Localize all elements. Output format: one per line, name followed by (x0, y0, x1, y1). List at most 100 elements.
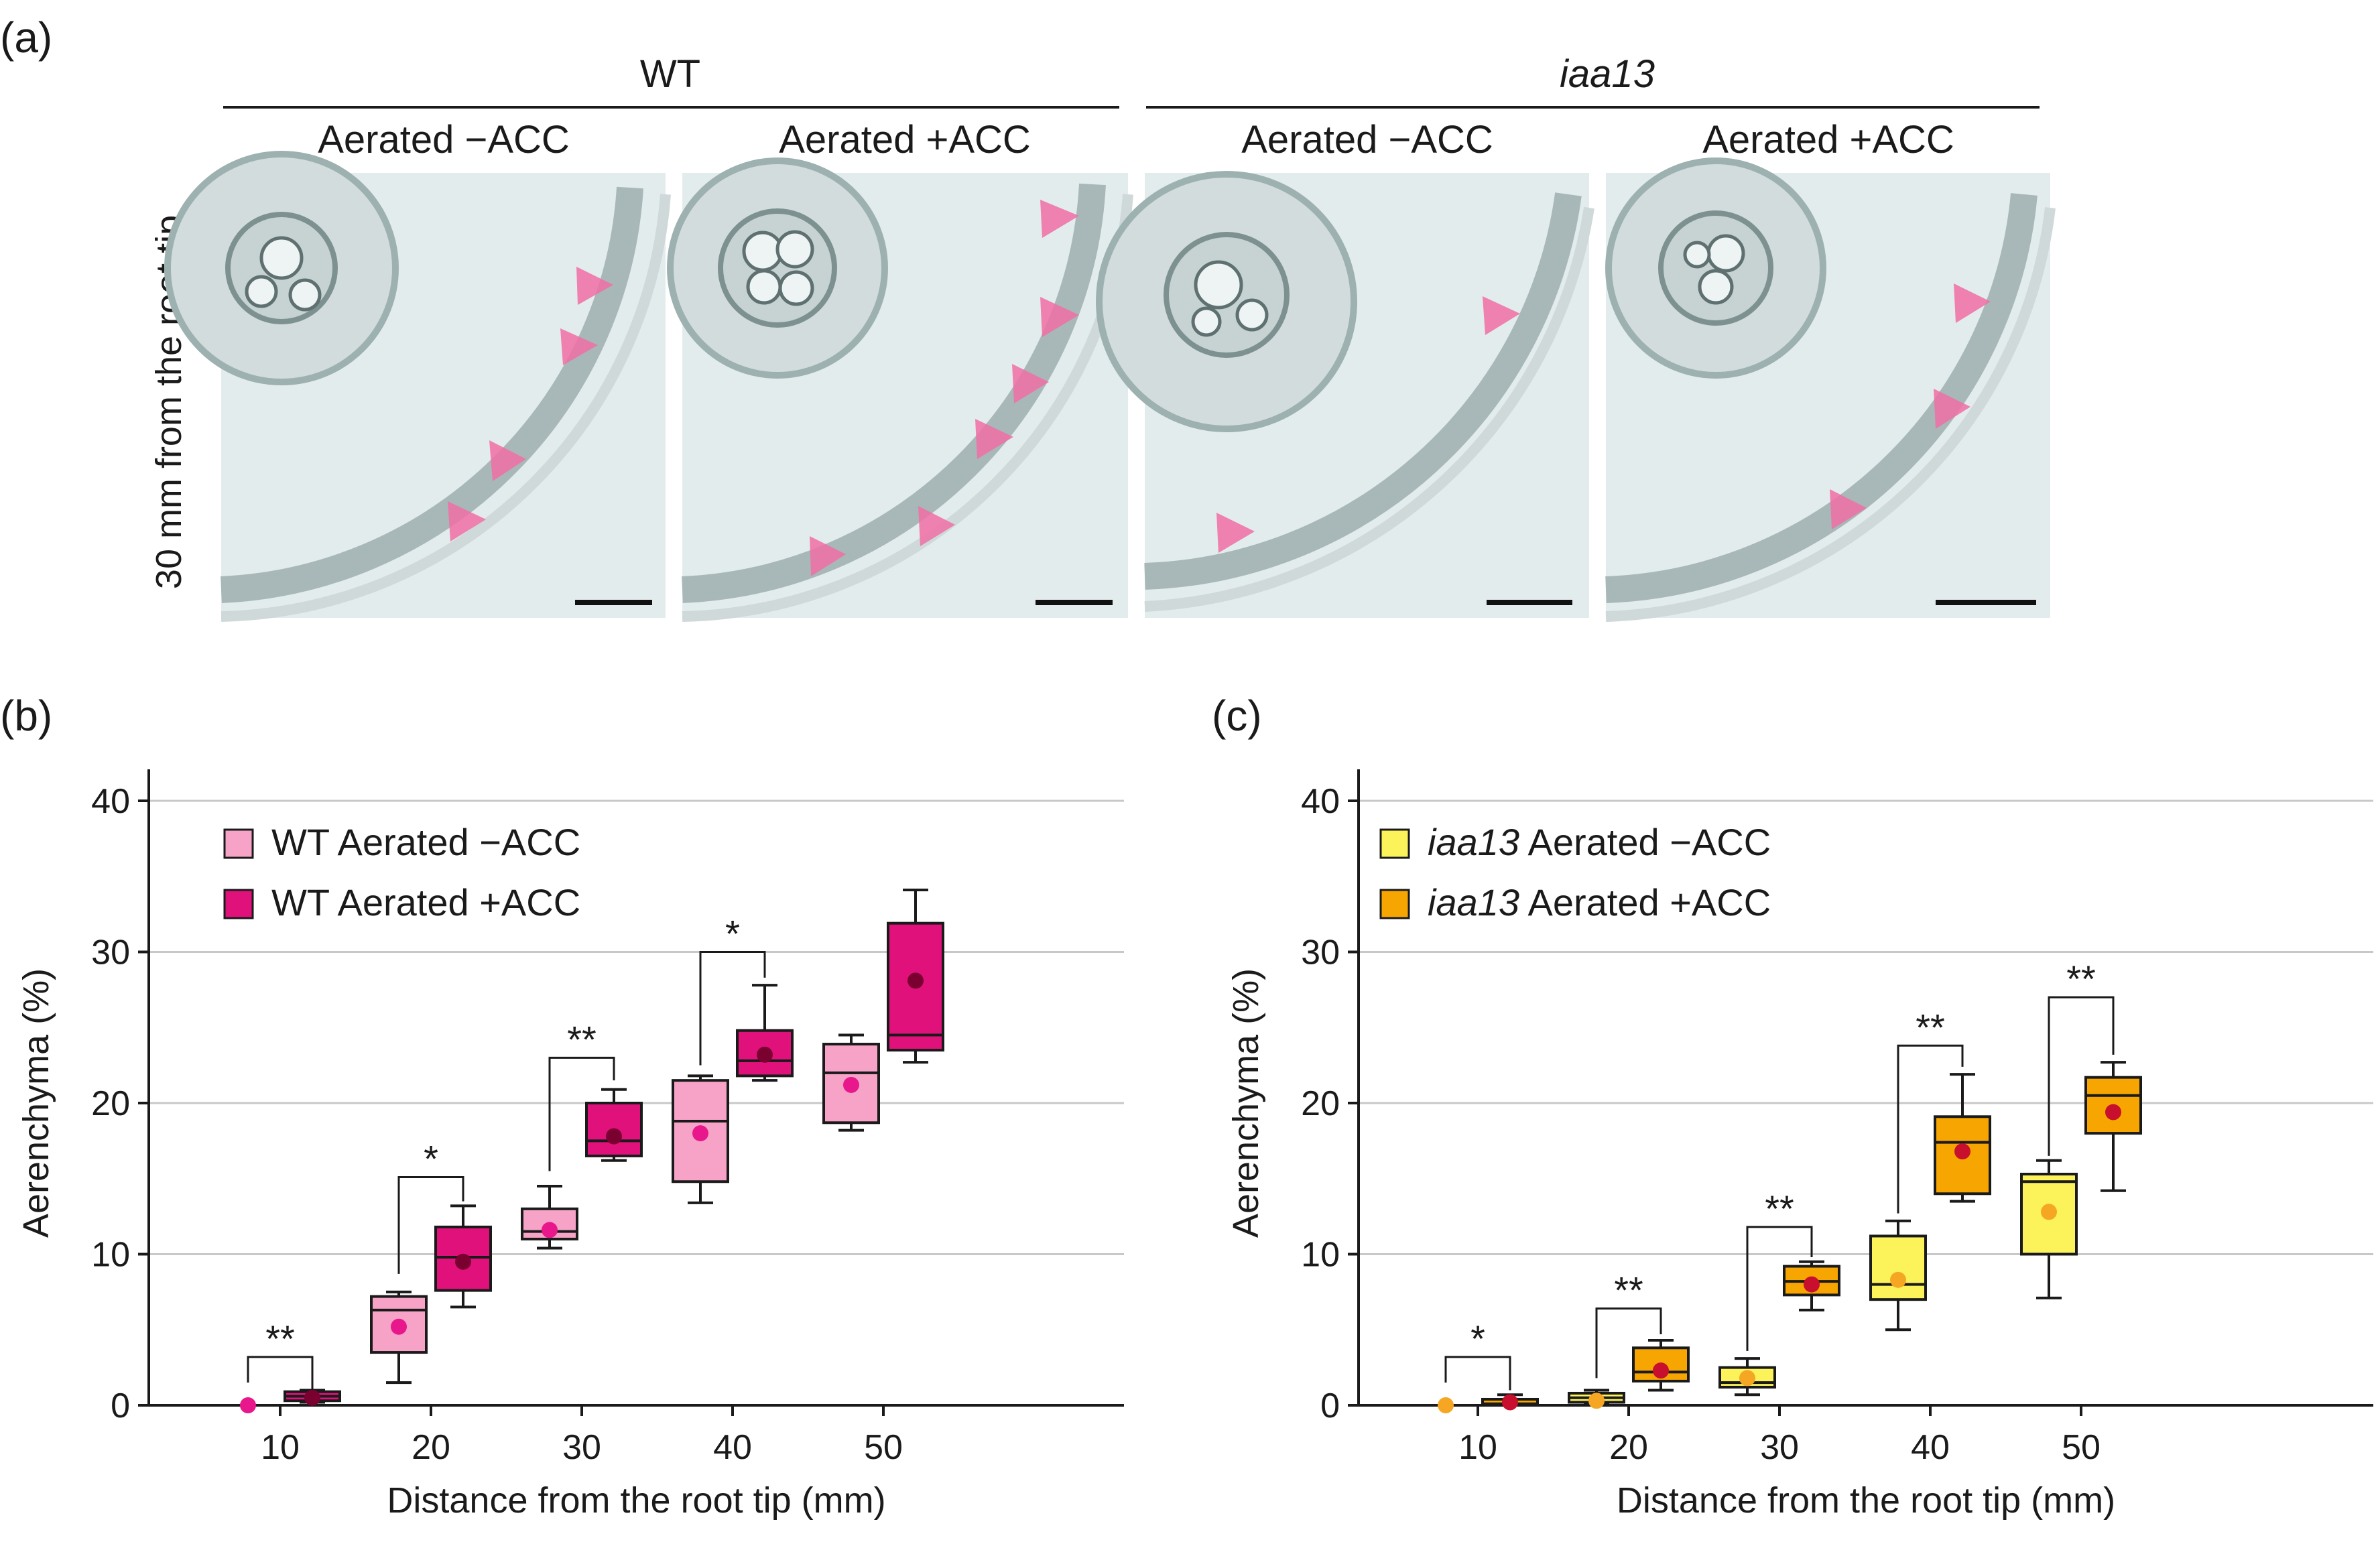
arrowhead-marker (1483, 296, 1520, 335)
scale-bar (1036, 600, 1113, 605)
y-tick-label: 20 (91, 1084, 130, 1123)
box-treated (1481, 1393, 1539, 1411)
mean-dot (1438, 1397, 1454, 1413)
micrograph-4 (1605, 157, 2056, 622)
mean-dot (391, 1318, 407, 1335)
box-treated (1934, 1073, 1991, 1203)
scale-bar (575, 600, 652, 605)
y-tick-label: 30 (1301, 934, 1340, 972)
legend-swatch (223, 828, 254, 859)
condition-label-3: Aerated −ACC (1241, 118, 1493, 162)
box-control (2020, 1159, 2078, 1299)
significance-bracket (1595, 1307, 1662, 1378)
legend-label: WT Aerated −ACC (271, 821, 580, 863)
significance-bracket (699, 951, 766, 1066)
arrowhead-marker (1216, 513, 1255, 553)
significance-label: ** (2066, 958, 2096, 1000)
panel-c-label: (c) (1212, 692, 1262, 740)
arrowhead-marker (1040, 200, 1079, 238)
significance-bracket (1746, 1226, 1813, 1351)
box-control (822, 1033, 880, 1132)
mean-dot (2105, 1104, 2121, 1120)
mean-dot (692, 1125, 708, 1142)
condition-label-2: Aerated +ACC (779, 118, 1031, 162)
micrograph-1 (164, 151, 671, 622)
box-treated (585, 1088, 643, 1162)
mean-dot (843, 1076, 859, 1093)
box-treated (2084, 1061, 2142, 1192)
box-treated (1783, 1260, 1840, 1311)
box-control (672, 1074, 729, 1204)
box-control (240, 1397, 256, 1413)
mean-dot (1804, 1276, 1820, 1293)
mean-dot (1502, 1394, 1518, 1411)
x-tick-label: 10 (1458, 1428, 1497, 1467)
chart-c: 0 10 20 30 40 10 20 30 40 50 Distance from the roo… (1226, 769, 2373, 1521)
box-control (1869, 1219, 1927, 1332)
box-iqr (1632, 1346, 1690, 1383)
y-tick-label: 40 (1301, 782, 1340, 821)
significance-label: ** (1916, 1006, 1945, 1048)
mean-dot (542, 1222, 558, 1238)
significance-label: * (725, 913, 740, 955)
box-treated (434, 1204, 492, 1309)
arrowhead-marker (560, 328, 598, 365)
legend-swatch (223, 889, 254, 919)
box-control (1718, 1357, 1776, 1397)
box-iqr (2020, 1172, 2078, 1256)
mean-dot (455, 1253, 471, 1270)
legend-label: iaa13 Aerated +ACC (1428, 881, 1771, 923)
y-tick-label: 10 (91, 1236, 130, 1275)
scale-bar (1936, 600, 2036, 605)
legend-swatch (1379, 889, 1410, 919)
x-tick-label: 10 (261, 1428, 300, 1467)
mean-dot (606, 1128, 622, 1145)
x-tick-label: 20 (412, 1428, 450, 1467)
significance-label: ** (265, 1318, 295, 1360)
x-tick-label: 50 (2062, 1428, 2101, 1467)
x-tick-label: 20 (1609, 1428, 1648, 1467)
x-tick-label: 40 (1911, 1428, 1950, 1467)
box-treated (736, 984, 794, 1082)
genotype-header-iaa13: iaa13 (1560, 52, 1655, 96)
arrowhead-marker (1934, 389, 1970, 429)
significance-bracket (1444, 1356, 1511, 1391)
arrowhead-marker (576, 267, 613, 305)
box-treated (284, 1389, 341, 1406)
x-axis-label: Distance from the root tip (mm) (1617, 1480, 2115, 1521)
box-treated (887, 889, 944, 1064)
x-tick-label: 30 (1760, 1428, 1799, 1467)
condition-label-4: Aerated +ACC (1702, 118, 1954, 162)
significance-bracket (397, 1175, 464, 1274)
box-control (370, 1290, 428, 1385)
x-tick-label: 40 (713, 1428, 752, 1467)
arrowhead-marker (810, 536, 846, 576)
legend-swatch (1379, 828, 1410, 859)
mean-dot (1954, 1143, 1970, 1160)
mean-dot (1653, 1362, 1669, 1379)
arrowhead-marker (489, 440, 526, 481)
box-treated (1632, 1339, 1690, 1392)
significance-bracket (1897, 1044, 1964, 1214)
significance-bracket (548, 1056, 615, 1171)
mean-dot (1739, 1370, 1755, 1387)
mean-dot (240, 1397, 256, 1413)
panel-a: (a) WT iaa13 Aerated −ACC Aerated +ACC A… (0, 13, 2056, 622)
arrowhead-marker (1040, 297, 1079, 337)
box-control (521, 1185, 578, 1250)
significance-label: ** (1614, 1269, 1643, 1311)
y-axis-label: Aerenchyma (%) (16, 968, 56, 1238)
y-tick-label: 0 (1320, 1387, 1340, 1425)
significance-bracket (247, 1356, 314, 1391)
panel-b-label: (b) (0, 692, 52, 740)
arrowhead-marker (1830, 489, 1867, 529)
significance-label: * (1470, 1318, 1485, 1360)
significance-bracket (2048, 996, 2115, 1156)
box-control (1568, 1389, 1625, 1409)
box-control (1438, 1397, 1454, 1413)
x-tick-label: 50 (864, 1428, 903, 1467)
mean-dot (907, 972, 924, 989)
y-tick-label: 0 (111, 1387, 130, 1425)
scale-bar (1487, 600, 1572, 605)
genotype-header-wt: WT (640, 52, 700, 96)
